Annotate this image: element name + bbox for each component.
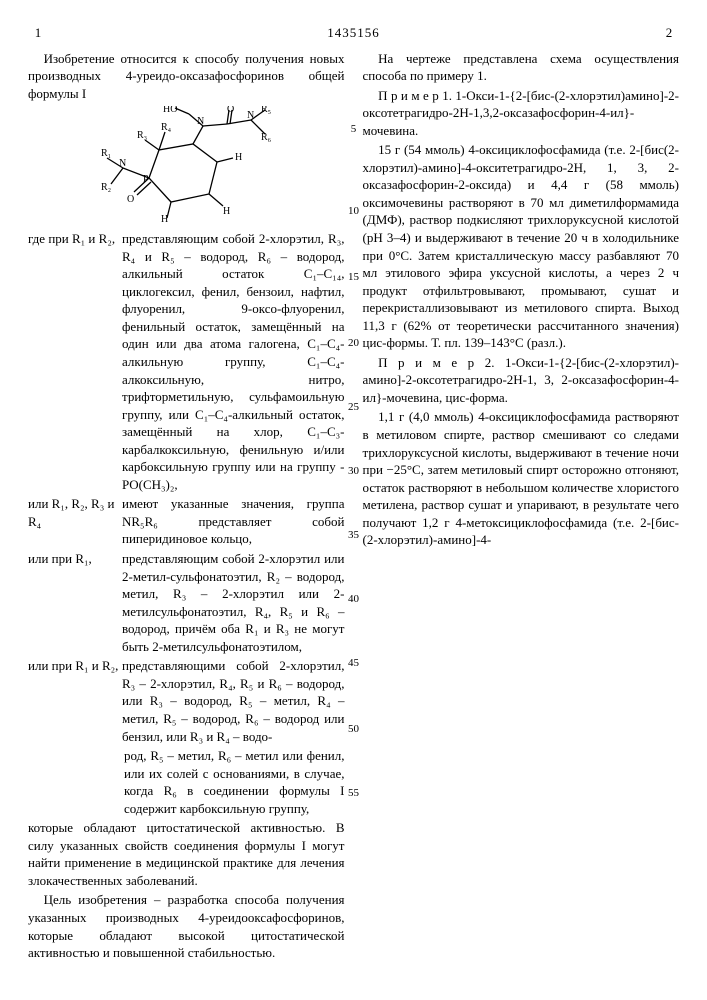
page-number-left: 1: [28, 24, 48, 42]
label-R1: R₁: [101, 148, 111, 159]
page-header: 1 1435156 2: [28, 24, 679, 42]
label-N-top: N: [197, 116, 204, 127]
label-R5: R₅: [261, 106, 271, 115]
where-label-2: или R₁, R₂, R₃ и R₄: [28, 495, 122, 548]
label-H: H: [161, 214, 168, 224]
structure-diagram: R₁ R₂ R₃ R₄ R₅ R₆ HO O N N N P O H H H: [101, 106, 271, 224]
body-columns: Изобретение относится к способу получени…: [28, 50, 679, 970]
label-HO: HO: [163, 106, 177, 115]
label-R2: R₂: [101, 182, 111, 193]
where-label-3: или при R₁,: [28, 550, 122, 655]
line-number: 15: [346, 272, 362, 283]
line-number: 10: [346, 206, 362, 217]
line-number: 45: [346, 658, 362, 669]
intro-paragraph: Изобретение относится к способу получени…: [28, 50, 345, 103]
where-text-3: представляющим собой 2-хлорэтил или 2-ме…: [122, 550, 345, 655]
label-R3: R₃: [137, 130, 147, 141]
right-paragraph-3: На чертеже представлена схема осуществле…: [363, 50, 680, 85]
example-2-title: П р и м е р 2. 1-Окси-1-{2-[бис-(2-хлорэ…: [363, 354, 680, 407]
where-text-1: представляющим собой 2-хлорэтил, R₃, R₄ …: [122, 230, 345, 493]
where-label-4: или при R₁ и R₂,: [28, 657, 122, 745]
label-O-lr: O: [127, 194, 134, 205]
label-H: H: [235, 152, 242, 163]
line-number: 20: [346, 338, 362, 349]
line-number: 30: [346, 466, 362, 477]
document-number: 1435156: [48, 24, 659, 42]
where-label-1: где при R₁ и R₂,: [28, 230, 122, 493]
page-number-right: 2: [659, 24, 679, 42]
where-text-4: представляющими собой 2-хлорэтил, R₃ – 2…: [122, 657, 345, 745]
label-P: P: [143, 174, 149, 185]
right-continuation: род, R₅ – метил, R₆ – метил или фенил, и…: [28, 747, 345, 817]
example-1-body: 15 г (54 ммоль) 4-оксициклофосфамида (т.…: [363, 141, 680, 352]
line-number: 50: [346, 724, 362, 735]
example-2-body: 1,1 г (4,0 ммоль) 4-оксициклофосфамида р…: [363, 408, 680, 548]
label-H: H: [223, 206, 230, 217]
line-number: 25: [346, 402, 362, 413]
right-paragraph-1: которые обладают цитостатической активно…: [28, 819, 345, 889]
line-number: 40: [346, 594, 362, 605]
label-R4: R₄: [161, 122, 172, 133]
right-paragraph-2: Цель изобретения – разработка способа по…: [28, 891, 345, 961]
line-number: 5: [346, 124, 362, 135]
example-1-title: П р и м е р 1. 1-Окси-1-{2-[бис-(2-хлорэ…: [363, 87, 680, 140]
label-O-top: O: [227, 106, 234, 115]
line-number: 55: [346, 788, 362, 799]
line-number: 35: [346, 530, 362, 541]
label-N-right: N: [247, 110, 254, 121]
where-text-2: имеют указанные значения, группа NR₅R₆ п…: [122, 495, 345, 548]
label-R6: R₆: [261, 132, 271, 143]
label-N-left: N: [119, 158, 126, 169]
